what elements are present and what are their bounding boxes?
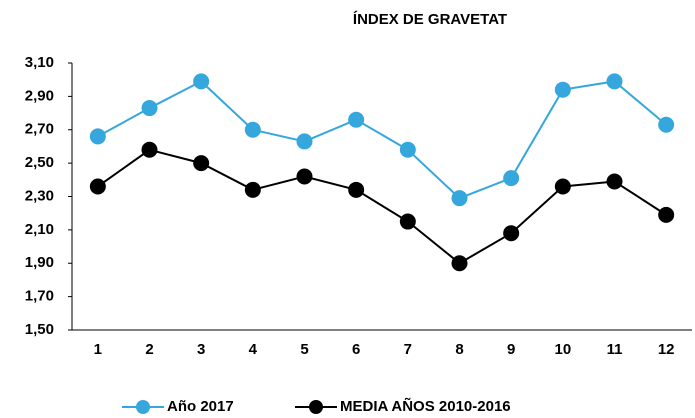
point — [399, 141, 416, 158]
point — [89, 128, 106, 145]
x-tick-label: 6 — [352, 341, 360, 358]
y-tick-label: 2,70 — [25, 121, 54, 138]
x-tick-label: 11 — [607, 341, 623, 358]
point — [451, 255, 468, 272]
point — [658, 116, 675, 133]
legend-label: Año 2017 — [167, 398, 234, 415]
point — [193, 73, 210, 90]
y-tick-label: 2,90 — [25, 87, 54, 104]
point — [503, 225, 520, 242]
y-tick-label: 2,30 — [25, 187, 54, 204]
x-tick-label: 9 — [507, 341, 515, 358]
legend-label: MEDIA AÑOS 2010-2016 — [340, 397, 511, 415]
point — [554, 81, 571, 98]
point — [141, 141, 158, 158]
legend-marker — [136, 400, 150, 414]
point — [606, 173, 623, 190]
point — [89, 178, 106, 195]
series-line — [97, 80, 667, 200]
y-tick-label: 1,50 — [25, 321, 54, 338]
point — [658, 206, 675, 223]
point — [296, 133, 313, 150]
chart-title: ÍNDEX DE GRAVETAT — [353, 11, 507, 28]
y-tick-label: 2,50 — [25, 154, 54, 171]
x-tick-label: 3 — [197, 341, 205, 358]
point — [451, 190, 468, 207]
y-tick-label: 3,10 — [25, 54, 54, 71]
point — [399, 213, 416, 230]
point — [348, 111, 365, 128]
x-tick-label: 10 — [554, 341, 571, 358]
point — [244, 181, 261, 198]
y-tick-label: 2,10 — [25, 221, 54, 238]
point — [193, 155, 210, 172]
x-tick-label: 8 — [455, 341, 463, 358]
x-tick-label: 12 — [658, 341, 675, 358]
y-tick-label: 1,70 — [25, 288, 54, 305]
point — [503, 170, 520, 187]
x-tick-label: 5 — [300, 341, 308, 358]
x-tick-label: 7 — [404, 341, 412, 358]
point — [606, 73, 623, 90]
y-tick-label: 1,90 — [25, 254, 54, 271]
point — [554, 178, 571, 195]
point — [296, 168, 313, 185]
x-tick-label: 1 — [94, 341, 102, 358]
point — [348, 181, 365, 198]
point — [244, 121, 261, 138]
series-line — [97, 148, 667, 265]
x-tick-label: 4 — [249, 341, 258, 358]
point — [141, 100, 158, 117]
legend-marker — [309, 400, 323, 414]
x-tick-label: 2 — [145, 341, 153, 358]
